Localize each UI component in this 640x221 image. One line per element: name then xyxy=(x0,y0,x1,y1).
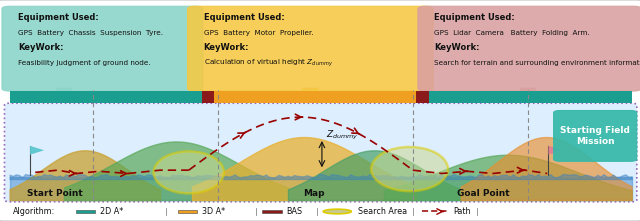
Bar xyxy=(178,210,197,213)
Text: Equipment Used:: Equipment Used: xyxy=(18,13,99,22)
FancyBboxPatch shape xyxy=(188,6,433,91)
FancyBboxPatch shape xyxy=(554,110,637,161)
Text: 2D A*: 2D A* xyxy=(100,207,123,216)
Text: Feasibility judgment of ground node.: Feasibility judgment of ground node. xyxy=(18,60,150,66)
Text: 3D A*: 3D A* xyxy=(202,207,225,216)
Ellipse shape xyxy=(371,147,448,191)
Text: KeyWork:: KeyWork: xyxy=(204,43,249,52)
Text: Map: Map xyxy=(303,189,324,198)
Text: Equipment Used:: Equipment Used: xyxy=(434,13,515,22)
Bar xyxy=(214,91,416,103)
Ellipse shape xyxy=(154,151,224,193)
Text: Search Area: Search Area xyxy=(358,207,408,216)
Bar xyxy=(76,210,95,213)
Bar xyxy=(202,91,214,103)
Bar xyxy=(262,210,282,213)
Text: Goal Point: Goal Point xyxy=(457,189,509,198)
Text: Equipment Used:: Equipment Used: xyxy=(204,13,284,22)
FancyBboxPatch shape xyxy=(2,6,203,91)
Text: BAS: BAS xyxy=(287,207,303,216)
Text: GPS  Battery  Chassis  Suspension  Tyre.: GPS Battery Chassis Suspension Tyre. xyxy=(18,30,163,36)
Bar xyxy=(429,91,632,103)
Text: Calculation of virtual height $Z_{dummy}$: Calculation of virtual height $Z_{dummy}… xyxy=(204,57,333,69)
Text: $Z_{dummy}$: $Z_{dummy}$ xyxy=(326,129,359,143)
Text: GPS  Battery  Motor  Propeller.: GPS Battery Motor Propeller. xyxy=(204,30,313,36)
Bar xyxy=(416,91,429,103)
Text: Search for terrain and surrounding environment information.: Search for terrain and surrounding envir… xyxy=(434,60,640,66)
Text: Start Point: Start Point xyxy=(26,189,83,198)
Polygon shape xyxy=(56,88,72,101)
Ellipse shape xyxy=(323,209,351,214)
Text: Path: Path xyxy=(453,207,470,216)
FancyBboxPatch shape xyxy=(4,103,637,202)
Polygon shape xyxy=(302,88,319,101)
Bar xyxy=(10,91,202,103)
Text: KeyWork:: KeyWork: xyxy=(18,43,63,52)
Text: Starting Field
Mission: Starting Field Mission xyxy=(560,126,630,146)
FancyBboxPatch shape xyxy=(418,6,640,91)
Polygon shape xyxy=(548,146,563,155)
Polygon shape xyxy=(520,88,536,101)
Text: KeyWork:: KeyWork: xyxy=(434,43,479,52)
Text: GPS  Lidar  Camera   Battery  Folding  Arm.: GPS Lidar Camera Battery Folding Arm. xyxy=(434,30,589,36)
Text: Algorithm:: Algorithm: xyxy=(13,207,55,216)
Polygon shape xyxy=(30,146,44,155)
